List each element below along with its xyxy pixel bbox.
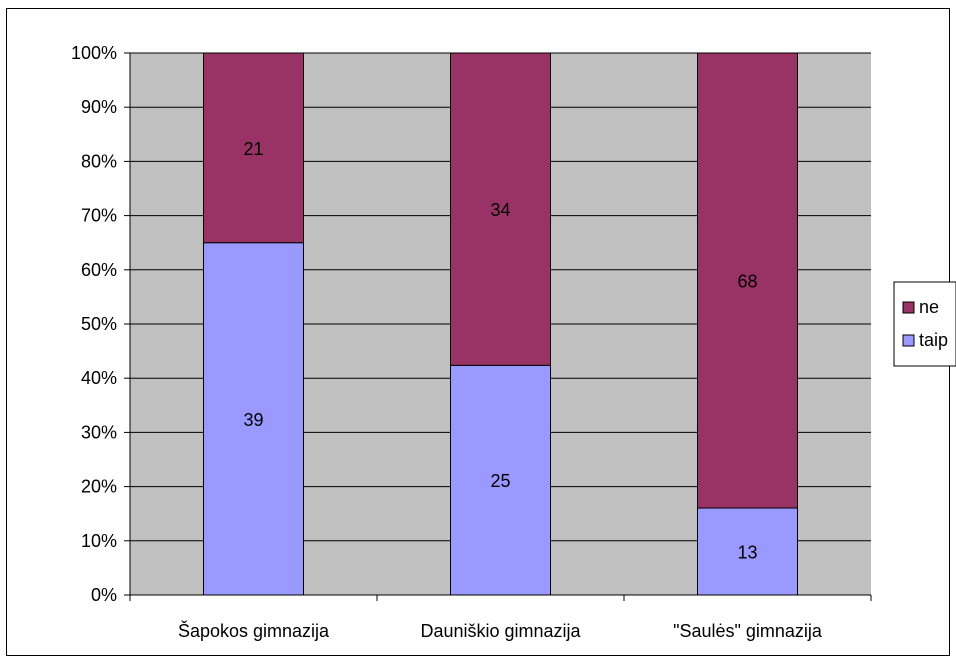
data-label: 39 [243, 410, 263, 430]
bar-ne [203, 52, 304, 244]
bar-taip [203, 242, 304, 596]
legend [893, 281, 956, 367]
x-tick-label: "Saulės" gimnazija [673, 621, 823, 641]
y-tick-label: 40% [81, 368, 117, 388]
data-label: 68 [737, 272, 757, 292]
y-tick-label: 50% [81, 314, 117, 334]
y-tick-label: 100% [71, 43, 117, 63]
y-tick-label: 30% [81, 422, 117, 442]
legend-label-ne: ne [919, 297, 939, 317]
data-label: 34 [490, 200, 510, 220]
y-tick-label: 80% [81, 151, 117, 171]
y-tick-label: 10% [81, 531, 117, 551]
x-tick-label: Šapokos gimnazija [178, 620, 330, 641]
legend-swatch-taip [902, 334, 915, 347]
y-tick-label: 70% [81, 206, 117, 226]
y-tick-label: 60% [81, 260, 117, 280]
x-tick-label: Dauniškio gimnazija [420, 621, 581, 641]
y-tick-label: 90% [81, 97, 117, 117]
bar-ne [450, 52, 551, 366]
y-tick-label: 20% [81, 477, 117, 497]
data-label: 25 [490, 471, 510, 491]
y-tick-label: 0% [91, 585, 117, 605]
bar-taip [697, 507, 798, 596]
bar-ne [697, 52, 798, 509]
data-label: 13 [737, 543, 757, 563]
legend-swatch-ne [902, 301, 915, 314]
legend-label-taip: taip [919, 330, 948, 350]
data-label: 21 [243, 139, 263, 159]
